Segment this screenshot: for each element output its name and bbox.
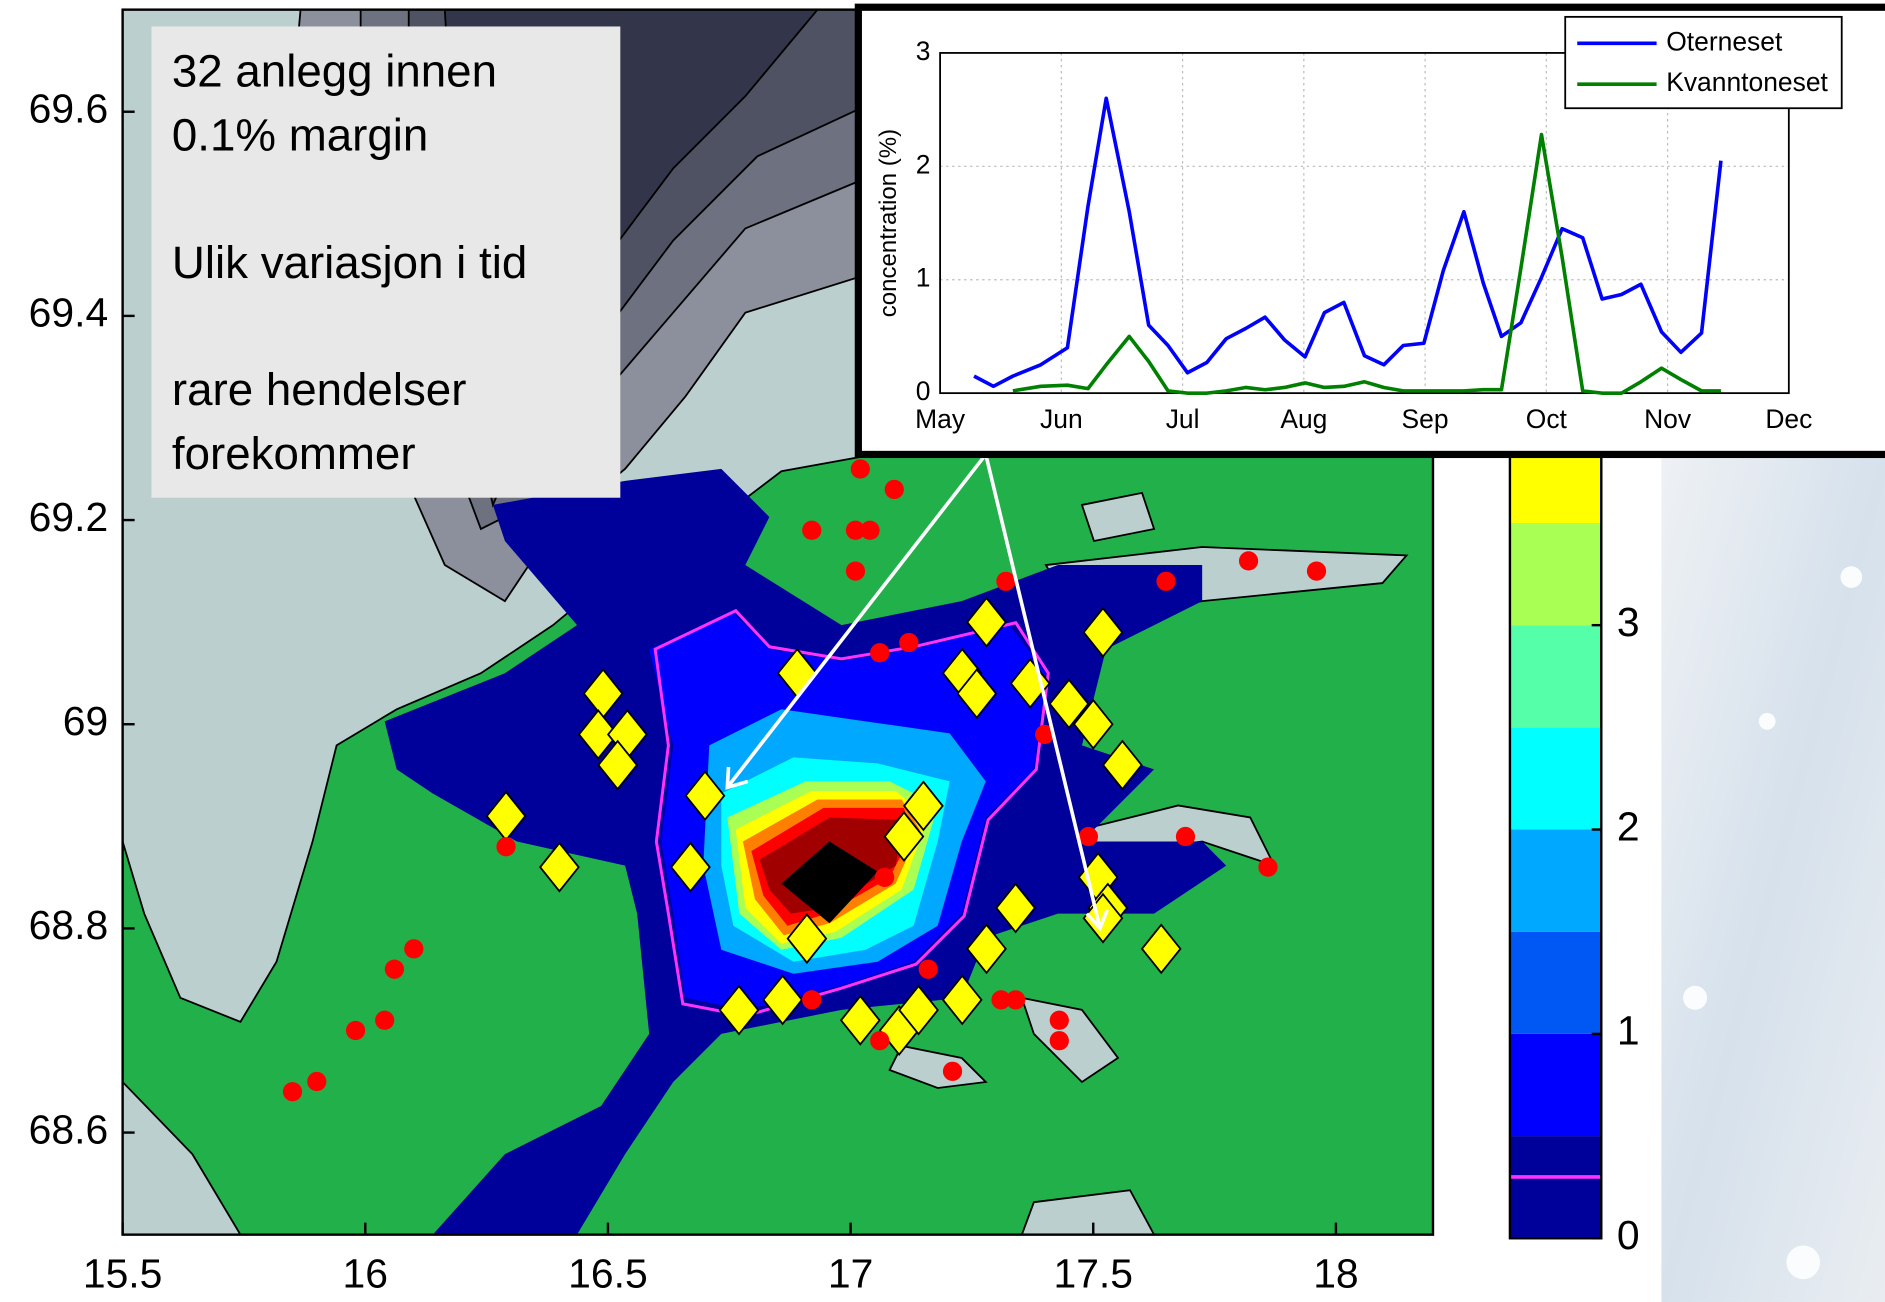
site-marker [899, 633, 918, 652]
annotation: rare hendelser [172, 364, 467, 415]
y-tick-label: 69.6 [29, 86, 109, 132]
color-band [1510, 727, 1601, 829]
site-marker [870, 1031, 889, 1050]
x-tick-label: 18 [1313, 1251, 1358, 1297]
legend-label: Kvanntoneset [1666, 67, 1828, 97]
x-tick-label: 16.5 [568, 1251, 648, 1297]
colorbar-tick-label: 0 [1617, 1212, 1640, 1258]
x-tick-label: 16 [343, 1251, 388, 1297]
site-marker [1239, 551, 1258, 570]
y-tick-label: 69.2 [29, 494, 109, 540]
y-tick-label: 69.4 [29, 290, 109, 336]
x-tick-label: Jun [1040, 404, 1083, 434]
color-band [1510, 625, 1601, 727]
inset-chart: May Jun Jul Aug Sep Oct Nov Dec 0 1 2 3 concentratio… [858, 7, 1885, 454]
site-marker [1050, 1031, 1069, 1050]
figure: 15.5 16 16.5 17 17.5 18 68.6 68.8 69 69.2 69.4 69.6… [0, 0, 1885, 1302]
site-marker [802, 990, 821, 1009]
legend-label: Oterneset [1666, 26, 1783, 56]
color-band [1510, 932, 1601, 1034]
site-marker [851, 459, 870, 478]
colorbar-tick-label: 2 [1617, 803, 1640, 849]
x-tick-label: Dec [1765, 404, 1812, 434]
site-marker [1176, 827, 1195, 846]
site-marker [870, 643, 889, 662]
annotation: 32 anlegg innen [172, 46, 497, 97]
site-marker [860, 521, 879, 540]
y-tick-label: 69 [63, 698, 108, 744]
annotation: forekommer [172, 428, 416, 479]
site-marker [404, 939, 423, 958]
x-tick-label: 17.5 [1053, 1251, 1133, 1297]
y-tick-label: 68.6 [29, 1106, 109, 1152]
site-marker [496, 837, 515, 856]
annotation: Ulik variasjon i tid [172, 237, 527, 288]
site-marker [943, 1062, 962, 1081]
site-marker [1307, 561, 1326, 580]
x-tick-label: Jul [1166, 404, 1200, 434]
site-marker [846, 561, 865, 580]
y-tick-label: 0 [916, 376, 931, 406]
colorbar-tick-label: 1 [1617, 1008, 1640, 1054]
site-marker [875, 868, 894, 887]
site-marker [283, 1082, 302, 1101]
x-tick-label: 17 [828, 1251, 873, 1297]
site-marker [346, 1021, 365, 1040]
colorbar-tick-label: 3 [1617, 599, 1640, 645]
site-marker [385, 960, 404, 979]
annotation: 0.1% margin [172, 109, 428, 160]
site-marker [996, 572, 1015, 591]
color-band [1510, 523, 1601, 625]
y-tick-label: 1 [916, 263, 931, 293]
y-tick-label: 3 [916, 36, 931, 66]
bubble [1683, 986, 1707, 1010]
y-tick-label: 2 [916, 149, 931, 179]
bubble [1786, 1245, 1820, 1279]
y-axis-label: concentration (%) [875, 129, 902, 317]
site-marker [375, 1011, 394, 1030]
site-marker [1156, 572, 1175, 591]
photo [1661, 454, 1885, 1302]
color-band [1510, 1034, 1601, 1136]
site-marker [919, 960, 938, 979]
colorbar: 0 1 2 3 [1510, 421, 1640, 1258]
site-marker [1050, 1011, 1069, 1030]
x-tick-label: Sep [1402, 404, 1449, 434]
bubble [1841, 566, 1863, 588]
x-tick-label: 15.5 [83, 1251, 163, 1297]
site-marker [1079, 827, 1098, 846]
site-marker [1258, 858, 1277, 877]
y-tick-label: 68.8 [29, 902, 109, 948]
x-tick-label: May [915, 404, 966, 434]
color-band [1510, 1136, 1601, 1238]
site-marker [1006, 990, 1025, 1009]
site-marker [802, 521, 821, 540]
site-marker [307, 1072, 326, 1091]
site-marker [885, 480, 904, 499]
x-tick-label: Oct [1526, 404, 1568, 434]
x-tick-label: Nov [1644, 404, 1692, 434]
page: {"chart_data": [ {"type": "scatter", "an… [0, 0, 1885, 1302]
color-band [1510, 830, 1601, 932]
x-tick-label: Aug [1280, 404, 1327, 434]
bubble [1759, 713, 1776, 730]
